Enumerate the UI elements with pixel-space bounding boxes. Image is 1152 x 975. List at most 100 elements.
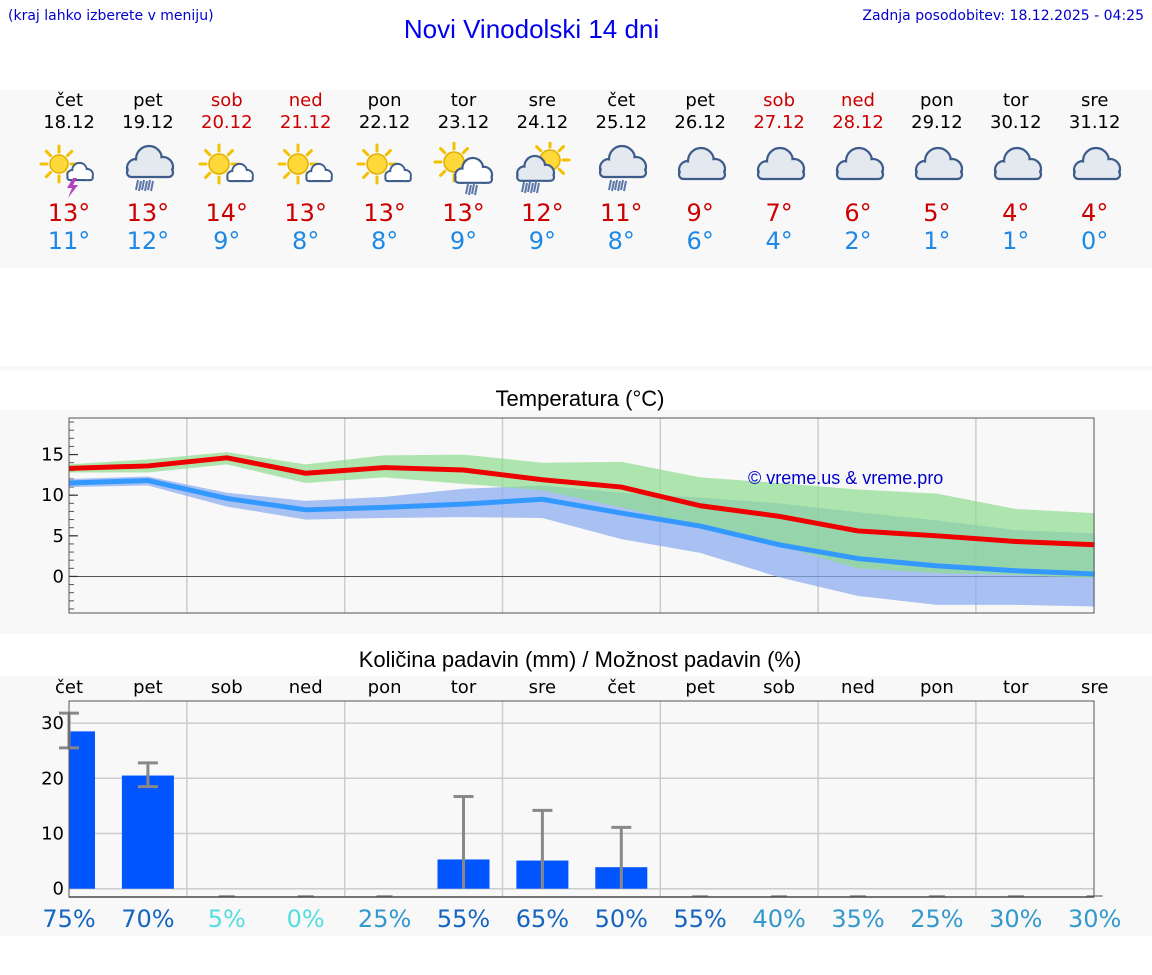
x-category-label: čet [607, 677, 635, 698]
day-column: sre 24.12 12° 9° [503, 90, 581, 255]
cloud-sun-rain-icon [516, 142, 571, 194]
cloud-rain-icon [125, 144, 174, 192]
x-category-label: sre [1081, 677, 1108, 698]
max-temp: 14° [205, 199, 249, 227]
min-temp: 1° [923, 227, 951, 255]
sun-small-cloud-icon [198, 143, 254, 185]
cloud-shape [914, 146, 963, 181]
precip-probability: 5% [208, 905, 246, 933]
x-category-label: čet [55, 677, 83, 698]
max-temp: 7° [765, 199, 793, 227]
precip-bar [69, 731, 95, 889]
error-bar [532, 808, 553, 889]
day-name: pon [919, 90, 954, 111]
cloud-shape [125, 144, 174, 179]
min-temp: 9° [528, 227, 557, 255]
precip-probability: 55% [674, 905, 727, 933]
max-temp: 13° [47, 199, 91, 227]
min-temp: 11° [47, 227, 91, 255]
x-category-label: sre [529, 677, 556, 698]
sun-cloud-thunder-icon [39, 144, 94, 198]
page-title: Novi Vinodolski 14 dni [403, 14, 660, 44]
cloud-rain-icon [599, 144, 648, 192]
x-category-label: pet [685, 677, 715, 698]
x-category-label: tor [451, 677, 477, 698]
precip-probability: 30% [989, 905, 1042, 933]
day-name: sre [528, 90, 557, 111]
precip-probability: 25% [910, 905, 963, 933]
x-category-label: ned [841, 677, 875, 698]
min-temp: 4° [765, 227, 793, 255]
grid-lines [69, 701, 1094, 897]
max-temp: 5° [923, 199, 951, 227]
cloud-icon [835, 146, 885, 181]
cloud-shape [453, 156, 493, 184]
day-column: čet 25.12 11° 8° [582, 90, 660, 255]
cloud-icon [678, 146, 727, 181]
rain-drops [134, 179, 154, 192]
day-date: 23.12 [437, 112, 490, 133]
day-column: tor 23.12 13° 9° [425, 90, 503, 255]
cloud-shape [1072, 146, 1121, 181]
day-name: sob [210, 90, 243, 111]
min-temp: 9° [213, 227, 241, 255]
day-date: 27.12 [753, 112, 805, 133]
cloud-shape [226, 162, 254, 183]
precip-probability: 0% [287, 905, 325, 933]
cloud-icon [993, 146, 1042, 181]
sun-small-cloud-icon [356, 143, 412, 185]
precip-probability: 65% [516, 905, 569, 933]
cloud-shape [599, 144, 648, 179]
precip-probability: 25% [358, 905, 411, 933]
day-name: tor [450, 90, 477, 111]
day-date: 31.12 [1068, 112, 1121, 133]
day-name: čet [54, 90, 84, 111]
sun-shape [198, 143, 240, 185]
max-temp: 6° [844, 199, 872, 227]
y-tick-label: 20 [41, 768, 64, 789]
day-date: 20.12 [201, 112, 253, 133]
precip-bar [121, 775, 174, 889]
x-category-label: ned [289, 677, 323, 698]
min-temp: 12° [126, 227, 170, 255]
precip-probability: 40% [752, 905, 805, 933]
max-temp-range-band [69, 452, 1095, 579]
day-date: 29.12 [911, 112, 963, 133]
day-column: ned 21.12 13° 8° [267, 90, 345, 255]
x-category-label: pon [920, 677, 954, 698]
rain-drops [521, 181, 541, 194]
y-tick-label: 0 [53, 879, 64, 900]
temperature-chart: 0 5 10 15 © vreme.us & vreme.pro [41, 417, 1095, 614]
precip-probability: 30% [1068, 905, 1121, 933]
day-name: pon [367, 90, 402, 111]
watermark: © vreme.us & vreme.pro [748, 468, 943, 488]
day-name: sre [1080, 90, 1109, 111]
temperature-chart-title: Temperatura (°C) [495, 386, 665, 411]
plot-frame [68, 417, 1095, 614]
plot-frame [68, 700, 1095, 898]
day-name: ned [288, 90, 323, 111]
max-temp: 9° [686, 199, 714, 227]
min-temp: 9° [449, 227, 478, 255]
cloud-shape [678, 146, 727, 181]
day-column: pon 22.12 13° 8° [346, 90, 424, 255]
max-temp: 13° [284, 199, 327, 227]
cloud-shape [835, 146, 885, 181]
day-column: ned 28.12 6° 2° [819, 90, 897, 255]
day-column: pet 19.12 13° 12° [109, 90, 187, 255]
day-date: 28.12 [832, 112, 884, 133]
min-temp-line [68, 478, 1095, 577]
max-temp: 13° [126, 199, 170, 227]
lightning-shape [67, 178, 78, 198]
plot-area [69, 701, 1094, 897]
precip-probability: 75% [42, 905, 95, 933]
day-name: ned [841, 90, 875, 111]
menu-note: (kraj lahko izberete v meniju) [8, 8, 214, 24]
day-date: 19.12 [122, 112, 174, 133]
day-date: 30.12 [990, 112, 1042, 133]
rain-drops [464, 183, 478, 196]
error-bar [611, 825, 632, 889]
max-temp: 4° [1002, 199, 1030, 227]
cloud-shape [383, 162, 412, 183]
